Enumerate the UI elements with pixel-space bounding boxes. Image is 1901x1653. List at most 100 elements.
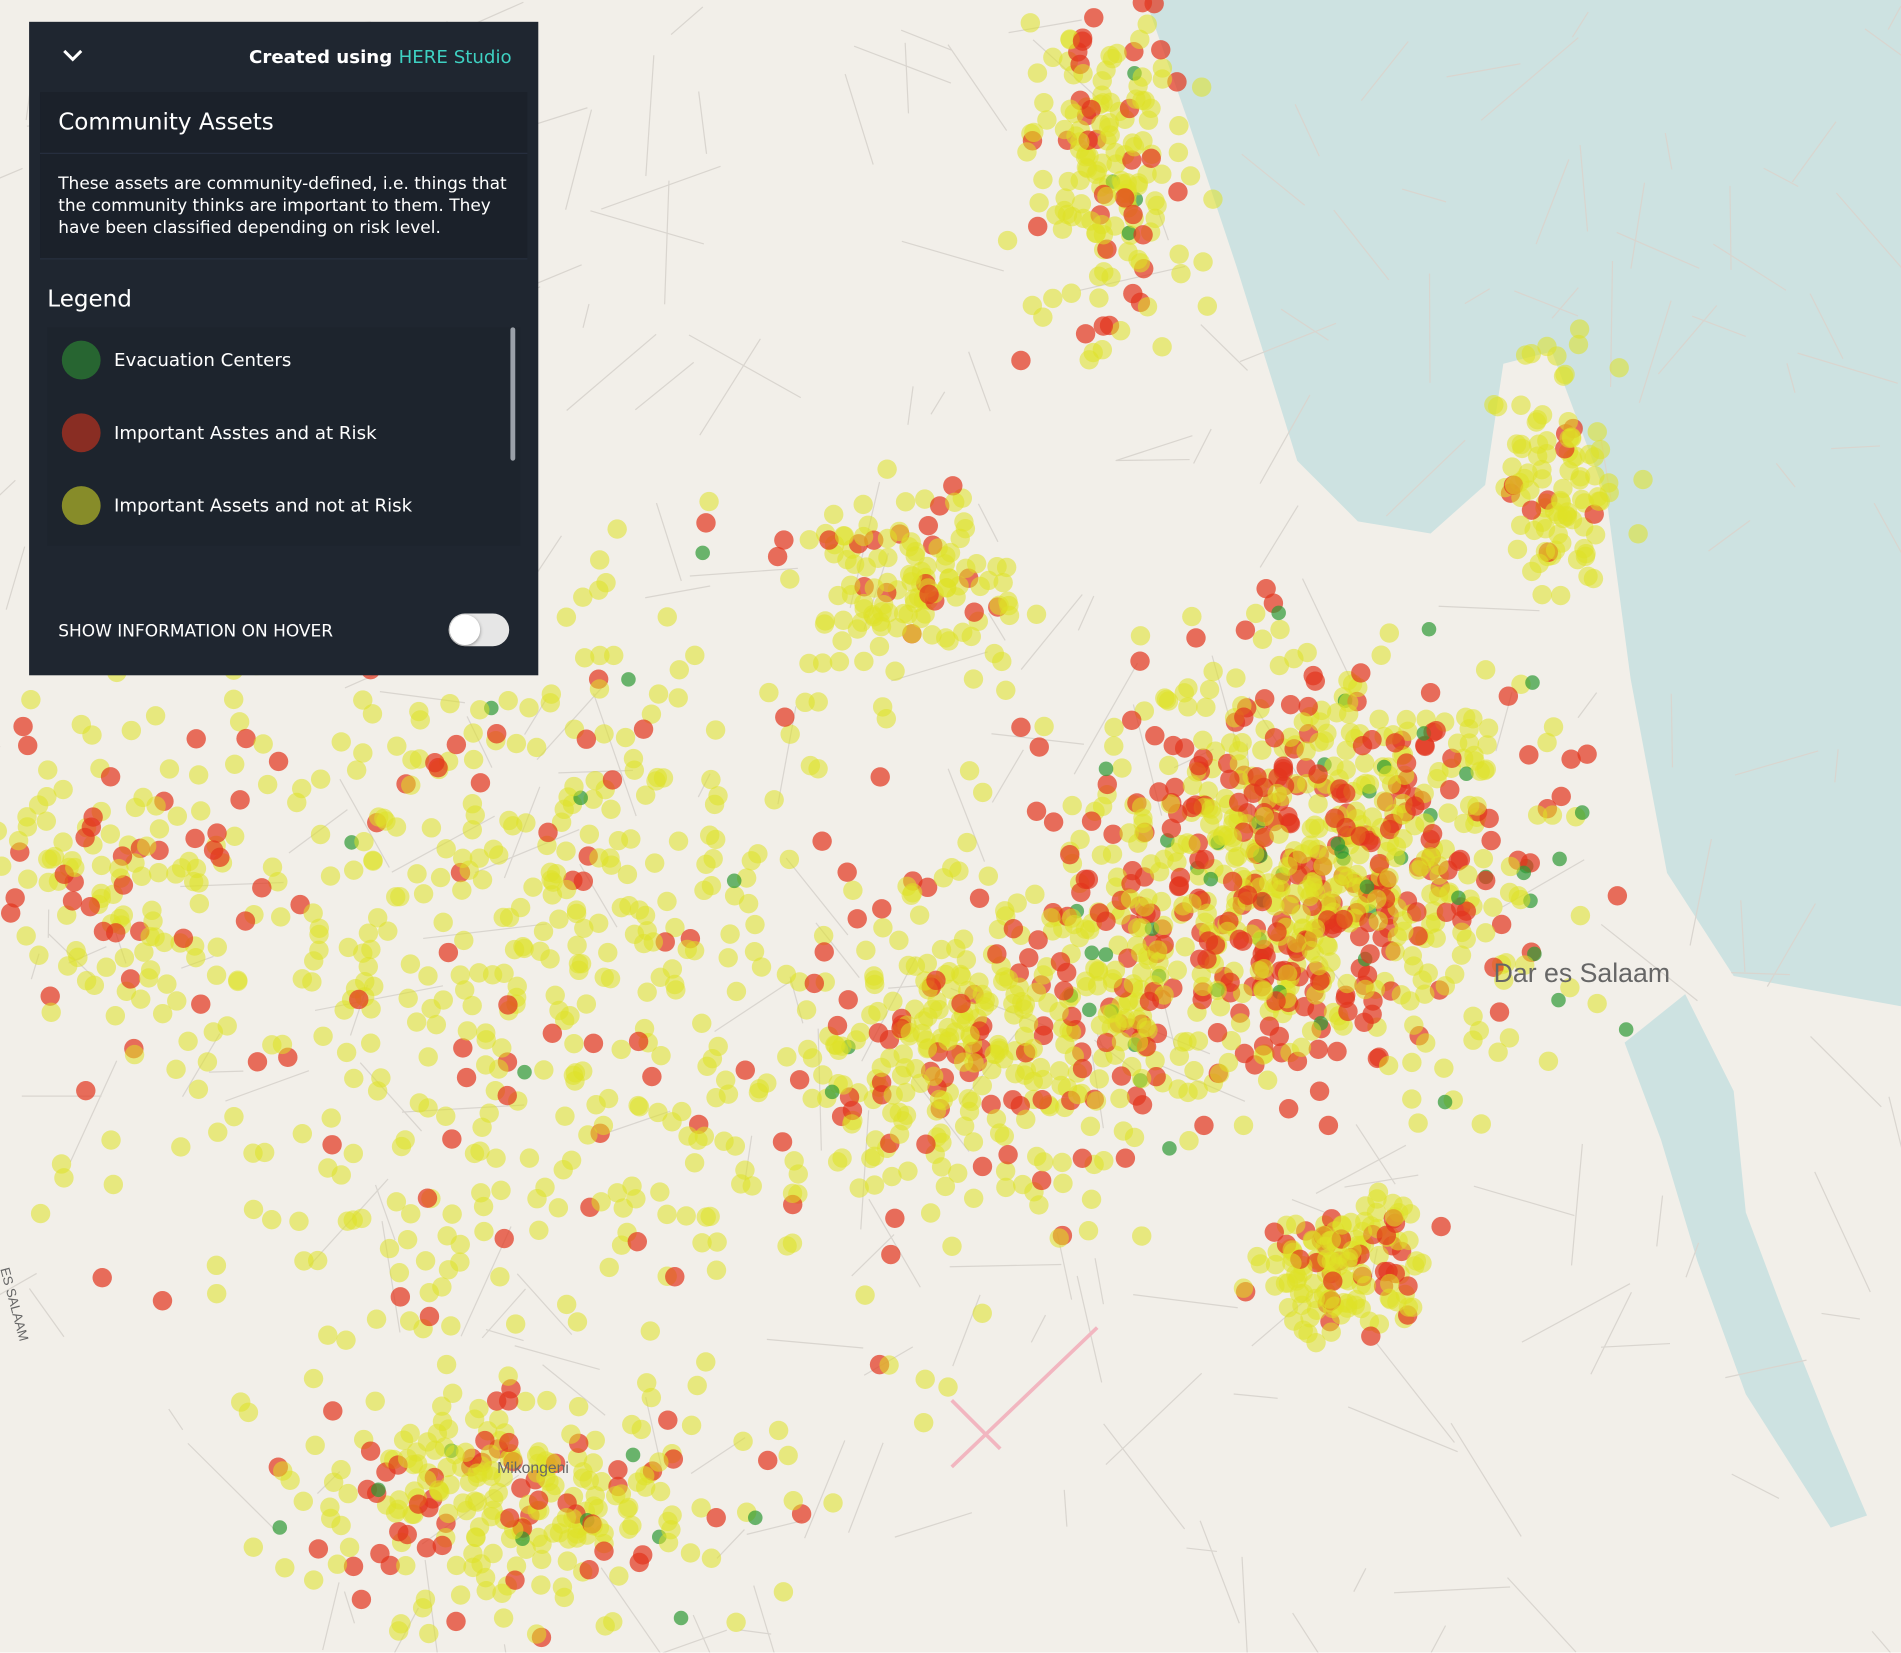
credit-link[interactable]: HERE Studio	[398, 46, 512, 68]
asset-point	[826, 1035, 846, 1056]
road	[1689, 838, 1712, 946]
asset-point	[644, 853, 665, 873]
asset-point	[1203, 805, 1223, 825]
asset-point	[1327, 703, 1347, 723]
asset-point	[426, 1014, 447, 1035]
road	[474, 828, 580, 874]
asset-point	[1112, 758, 1132, 778]
collapse-button[interactable]	[61, 46, 85, 65]
asset-point	[486, 724, 507, 744]
asset-point	[1197, 903, 1217, 924]
asset-point	[1499, 882, 1520, 903]
asset-point	[1293, 712, 1314, 732]
asset-point	[531, 1549, 552, 1570]
asset-point	[1609, 358, 1629, 378]
asset-point	[1376, 1225, 1397, 1246]
asset-point	[1333, 865, 1354, 886]
asset-point	[483, 1543, 503, 1564]
asset-point	[1463, 1006, 1483, 1026]
asset-point	[1252, 929, 1272, 949]
scrollbar[interactable]	[510, 327, 516, 461]
asset-point	[1278, 1099, 1299, 1119]
asset-point	[943, 476, 963, 496]
road	[1355, 1124, 1396, 1185]
asset-point	[1061, 283, 1082, 303]
water	[1145, 0, 1901, 1007]
road	[1521, 1283, 1631, 1343]
asset-point	[1527, 805, 1548, 825]
asset-point	[270, 907, 291, 927]
asset-point	[446, 734, 467, 755]
asset-point	[1138, 110, 1159, 130]
asset-point	[1507, 539, 1528, 560]
asset-point	[878, 547, 898, 568]
asset-point	[1128, 249, 1148, 270]
road	[1073, 662, 1139, 775]
asset-point	[1333, 909, 1353, 930]
airport-runway	[950, 1326, 1099, 1469]
asset-point	[665, 1267, 685, 1287]
asset-point	[1254, 806, 1274, 827]
asset-point	[217, 1016, 237, 1036]
asset-point	[1126, 1086, 1147, 1106]
asset-point	[804, 973, 825, 994]
asset-point	[1532, 459, 1552, 480]
asset-point	[1017, 142, 1037, 162]
road	[1734, 750, 1819, 776]
asset-point	[1233, 1278, 1254, 1298]
asset-point	[397, 1524, 417, 1545]
road	[0, 479, 16, 496]
asset-point	[745, 914, 765, 935]
asset-point	[1391, 985, 1412, 1005]
asset-point	[1542, 805, 1563, 825]
asset-point	[642, 1066, 662, 1087]
asset-point	[503, 1449, 523, 1469]
asset-point	[1256, 579, 1276, 599]
asset-point	[1160, 794, 1181, 814]
asset-point	[470, 1141, 490, 1161]
asset-point	[38, 760, 58, 780]
road	[1020, 594, 1083, 670]
asset-point	[243, 1537, 264, 1557]
road	[1063, 1489, 1068, 1527]
asset-point	[1434, 1058, 1454, 1078]
asset-point	[1354, 1012, 1374, 1032]
asset-point	[1188, 1080, 1208, 1100]
asset-point	[701, 876, 722, 896]
asset-point	[206, 1283, 227, 1304]
legend-item: Evacuation Centers	[61, 339, 291, 380]
asset-point	[1351, 663, 1371, 683]
asset-point	[531, 1575, 551, 1595]
hover-toggle[interactable]	[448, 613, 510, 647]
asset-point	[189, 893, 210, 914]
asset-point	[915, 1369, 935, 1390]
asset-point	[1309, 955, 1329, 976]
asset-point	[1232, 983, 1253, 1004]
asset-point	[1473, 849, 1494, 869]
asset-point	[410, 710, 430, 730]
asset-point	[365, 1391, 385, 1411]
road	[1344, 1174, 1419, 1188]
asset-point	[1084, 945, 1100, 961]
asset-point	[1252, 740, 1272, 760]
asset-point	[1049, 1228, 1069, 1248]
asset-point	[1346, 1289, 1367, 1310]
asset-point	[40, 986, 60, 1006]
asset-point	[1577, 744, 1597, 764]
asset-point	[1078, 869, 1099, 890]
road	[1664, 132, 1673, 170]
asset-point	[75, 827, 95, 848]
asset-point	[36, 811, 57, 831]
asset-point	[593, 1115, 614, 1136]
asset-point	[588, 913, 609, 933]
asset-point	[768, 1420, 789, 1441]
road	[1887, 5, 1901, 30]
asset-point	[1141, 148, 1161, 169]
asset-point	[1082, 1002, 1097, 1018]
asset-point	[526, 737, 547, 758]
asset-point	[552, 1577, 573, 1597]
asset-point	[1408, 1113, 1428, 1133]
asset-point	[684, 1153, 705, 1173]
asset-point	[445, 1444, 465, 1465]
asset-point	[668, 831, 689, 851]
